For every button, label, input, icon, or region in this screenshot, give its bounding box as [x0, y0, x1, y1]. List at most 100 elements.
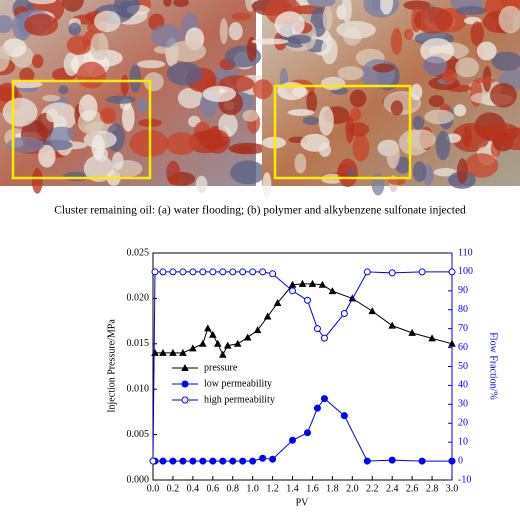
point — [189, 344, 197, 352]
point — [269, 270, 277, 278]
grain — [151, 24, 185, 48]
grain — [19, 67, 35, 83]
grain — [470, 21, 484, 47]
micrograph-b — [251, 0, 520, 198]
grain — [442, 69, 458, 84]
grain — [455, 6, 487, 16]
grain — [94, 10, 121, 33]
grain — [137, 60, 166, 69]
grain — [218, 113, 238, 137]
grain — [274, 11, 305, 38]
grain — [294, 153, 307, 174]
y2-tick-label: 0 — [458, 455, 463, 466]
point — [340, 310, 348, 318]
x-tick-label: 1.4 — [286, 483, 299, 494]
grain — [490, 82, 517, 108]
grain — [475, 77, 496, 84]
grain — [428, 95, 445, 108]
point — [269, 455, 277, 463]
grain — [307, 0, 336, 8]
x-tick-label: 3.0 — [446, 483, 459, 494]
grain — [457, 158, 468, 184]
y2-tick-label: 60 — [458, 342, 468, 353]
grain — [462, 126, 472, 148]
point — [289, 287, 297, 295]
grain — [352, 133, 370, 162]
grain — [42, 94, 61, 102]
y2-tick-label: 30 — [458, 399, 468, 410]
grain — [480, 122, 520, 142]
x-axis-label: PV — [296, 497, 310, 508]
grain — [386, 140, 400, 169]
grain — [478, 146, 490, 154]
grain — [390, 28, 403, 56]
highlight-box — [273, 84, 412, 180]
grain — [371, 0, 381, 11]
grain — [262, 172, 272, 198]
x-tick-label: 1.6 — [306, 483, 319, 494]
grain — [136, 97, 149, 114]
point — [263, 312, 272, 320]
series-line — [154, 397, 452, 462]
y2-tick-label: 50 — [458, 361, 468, 372]
grain — [321, 76, 346, 91]
grain — [65, 104, 74, 116]
point — [320, 334, 328, 342]
grain — [347, 122, 370, 137]
grain — [455, 57, 480, 78]
y-tick-label: 0.000 — [127, 474, 150, 485]
grain — [412, 161, 427, 182]
grain — [166, 62, 203, 86]
x-tick-label: 2.2 — [366, 483, 379, 494]
point — [179, 348, 187, 356]
grain — [0, 45, 10, 72]
y2-tick-label: -10 — [458, 474, 471, 485]
legend-marker — [181, 364, 189, 371]
legend-label: pressure — [204, 362, 238, 373]
grain — [412, 115, 425, 130]
point — [363, 457, 371, 465]
grain — [470, 92, 496, 104]
grain — [371, 172, 385, 196]
point — [239, 268, 247, 276]
grain — [491, 51, 520, 72]
x-tick-label: 1.0 — [246, 483, 259, 494]
point — [298, 279, 307, 287]
point — [448, 268, 456, 276]
grain — [112, 152, 124, 170]
point — [273, 298, 282, 306]
grain — [435, 130, 451, 161]
grain — [76, 61, 106, 89]
point — [149, 457, 157, 465]
x-tick-label: 2.8 — [426, 483, 439, 494]
point — [169, 348, 177, 356]
x-tick-label: 1.8 — [326, 483, 339, 494]
grain — [129, 64, 142, 93]
grain — [121, 103, 135, 132]
legend-marker — [181, 396, 189, 404]
point — [179, 457, 187, 465]
point — [189, 457, 197, 465]
x-tick-label: 0.2 — [167, 483, 180, 494]
grain — [287, 34, 312, 44]
grain — [446, 133, 462, 143]
grain — [105, 95, 136, 104]
grain — [424, 109, 455, 125]
grain — [420, 38, 455, 64]
point — [308, 279, 317, 287]
grain — [341, 0, 352, 24]
y-tick-label: 0.020 — [127, 293, 150, 304]
grain — [2, 97, 38, 127]
grain — [23, 13, 59, 36]
x-tick-label: 0.6 — [207, 483, 220, 494]
grain — [166, 160, 181, 185]
y2-axis-label: Flow Fraction/% — [488, 332, 499, 400]
point — [388, 321, 396, 329]
grain — [337, 66, 364, 81]
point — [189, 268, 197, 276]
point — [151, 348, 159, 356]
grain — [90, 32, 109, 61]
grain — [336, 21, 376, 39]
point — [289, 436, 297, 444]
